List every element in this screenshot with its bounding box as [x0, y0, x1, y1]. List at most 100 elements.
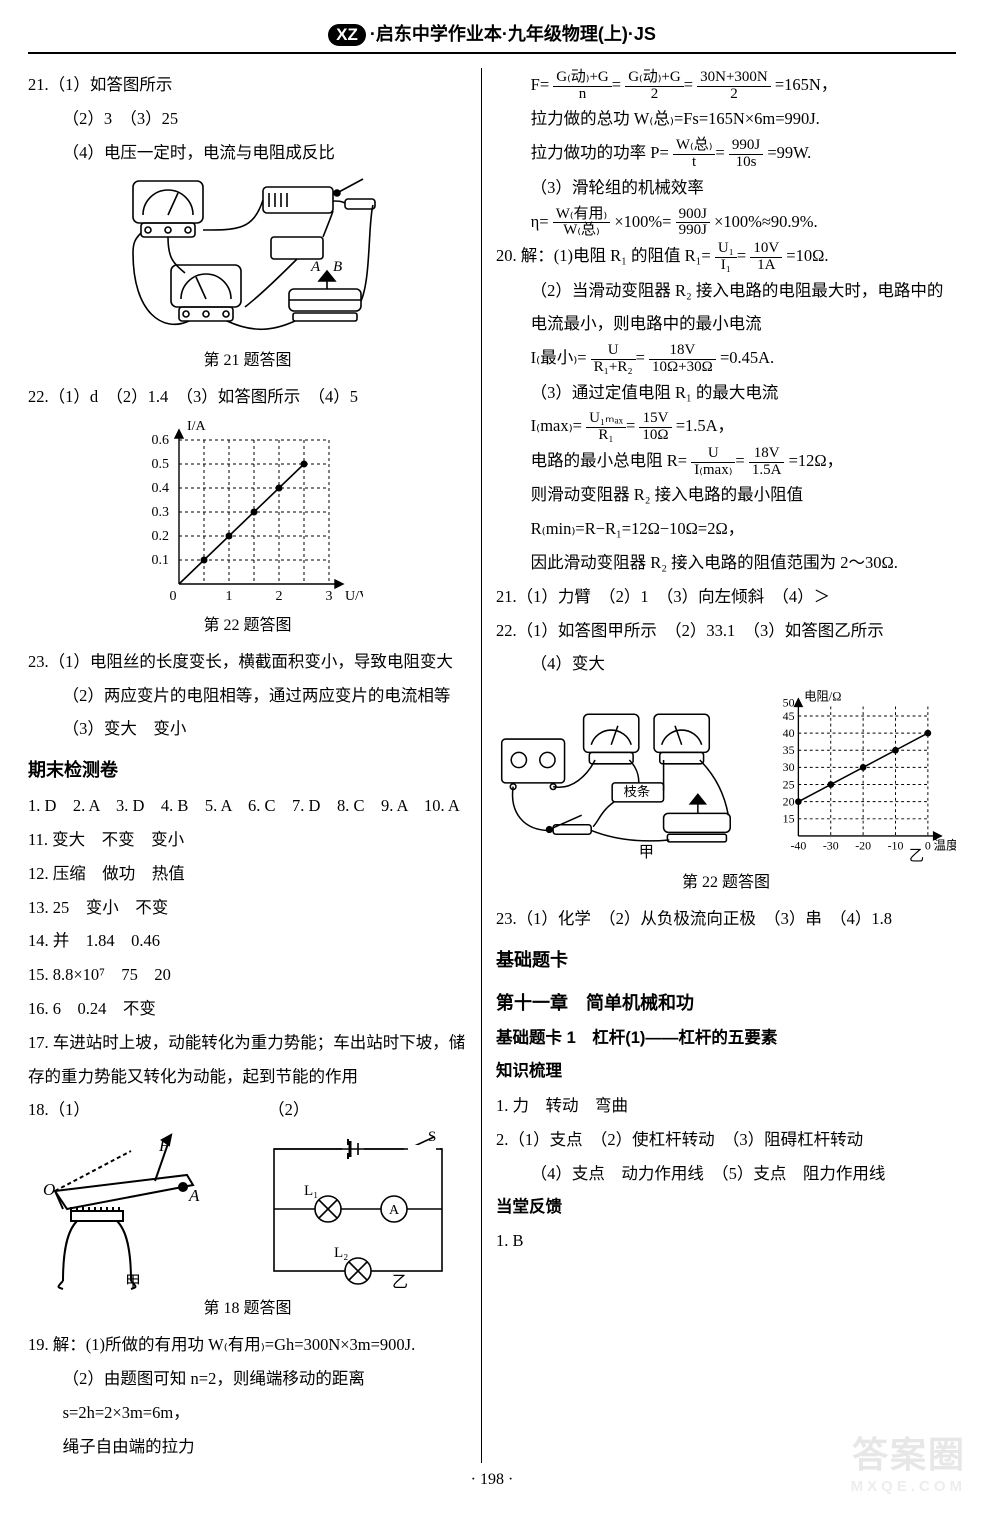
svg-text:F: F	[158, 1136, 170, 1155]
q21-line1: 21.（1）如答图所示	[28, 68, 467, 102]
a15: 15. 8.8×10⁷ 75 20	[28, 958, 467, 992]
a12: 12. 压缩 做功 热值	[28, 857, 467, 891]
zs2b: （4）支点 动力作用线 （5）支点 阻力作用线	[496, 1157, 956, 1191]
svg-text:温度/℃: 温度/℃	[933, 837, 956, 852]
a18-header: 18.（1） （2）	[28, 1093, 467, 1127]
eqF-pre: F=	[531, 75, 549, 94]
eqF-tail: =165N，	[775, 75, 837, 94]
svg-text:30: 30	[782, 760, 794, 774]
left-column: 21.（1）如答图所示 （2）3 （3）25 （4）电压一定时，电流与电阻成反比	[28, 68, 481, 1463]
r-q22-figure: 枝条 甲	[496, 685, 956, 900]
page-header: XZ·启东中学作业本·九年级物理(上)·JS	[28, 20, 956, 54]
q18-figure: F O A 甲	[28, 1131, 467, 1326]
q21-figure: A B 第 21 题答图	[28, 173, 467, 378]
svg-text:0.6: 0.6	[151, 433, 169, 448]
svg-text:35: 35	[782, 743, 794, 757]
svg-text:0.4: 0.4	[151, 481, 169, 496]
a17: 17. 车进站时上坡，动能转化为重力势能；车出站时下坡，储存的重力势能又转化为动…	[28, 1026, 467, 1094]
q21-line3: （4）电压一定时，电流与电阻成反比	[28, 136, 467, 170]
mc-answers: 1. D 2. A 3. D 4. B 5. A 6. C 7. D 8. C …	[28, 789, 467, 823]
svg-text:40: 40	[782, 726, 794, 740]
q20-l2: （2）当滑动变阻器 R₂ 接入电路的电阻最大时，电路中的电流最小，则电路中的最小…	[496, 274, 956, 342]
svg-text:-10: -10	[887, 838, 903, 852]
svg-text:B: B	[333, 259, 342, 275]
q22-caption: 第 22 题答图	[28, 610, 467, 643]
a11: 11. 变大 不变 变小	[28, 823, 467, 857]
q19-l1: 19. 解：(1)所做的有用功 W₍有用₎=Gh=300N×3m=900J.	[28, 1328, 467, 1362]
svg-text:A: A	[389, 1203, 400, 1218]
svg-text:L₂: L₂	[334, 1245, 348, 1261]
svg-text:-20: -20	[855, 838, 871, 852]
svg-text:25: 25	[782, 778, 794, 792]
svg-text:45: 45	[782, 709, 794, 723]
r-q21: 21.（1）力臂 （2）1 （3）向左倾斜 （4）＞	[496, 580, 956, 614]
q20-l5: 则滑动变阻器 R₂ 接入电路的最小阻值	[496, 478, 956, 512]
svg-text:3: 3	[325, 589, 332, 604]
q20-l6: R₍min₎=R−R₁=12Ω−10Ω=2Ω，	[496, 512, 956, 546]
r-q22-caption: 第 22 题答图	[496, 867, 956, 900]
eq-P: 拉力做功的功率 P= W₍总₎t= 990J10s =99W.	[496, 136, 956, 170]
svg-text:枝条: 枝条	[624, 783, 651, 799]
svg-text:A: A	[310, 259, 321, 275]
header-title: ·启东中学作业本·九年级物理(上)·JS	[370, 24, 656, 44]
sec-basic: 基础题卡	[496, 942, 956, 979]
svg-text:A: A	[188, 1186, 200, 1205]
q23-line2: （2）两应变片的电阻相等，通过两应变片的电流相等	[28, 679, 467, 713]
card1-title: 基础题卡 1 杠杆(1)——杠杆的五要素	[496, 1022, 956, 1056]
svg-text:1: 1	[225, 589, 232, 604]
a14: 14. 并 1.84 0.46	[28, 924, 467, 958]
exam-title: 期末检测卷	[28, 752, 467, 789]
eq-Imin: I₍最小₎= UR₁+R₂= 18V10Ω+30Ω =0.45A.	[496, 341, 956, 375]
svg-text:O: O	[43, 1180, 55, 1199]
svg-text:I/A: I/A	[187, 419, 207, 434]
svg-text:0: 0	[924, 838, 930, 852]
a13: 13. 25 变小 不变	[28, 891, 467, 925]
header-badge: XZ	[328, 24, 366, 46]
q19-l3: s=2h=2×3m=6m，	[28, 1396, 467, 1430]
r-q23: 23.（1）化学 （2）从负极流向正极 （3）串 （4）1.8	[496, 902, 956, 936]
svg-text:50: 50	[782, 696, 794, 710]
q22-line1: 22.（1）d （2）1.4 （3）如答图所示 （4）5	[28, 380, 467, 414]
svg-text:15: 15	[782, 812, 794, 826]
r-l3: （3）滑轮组的机械效率	[496, 171, 956, 205]
svg-text:20: 20	[782, 795, 794, 809]
wz: 拉力做的总功 W₍总₎=Fs=165N×6m=990J.	[496, 102, 956, 136]
q20-l3: （3）通过定值电阻 R₁ 的最大电流	[496, 376, 956, 410]
q20-h: 20. 解：(1)电阻 R₁ 的阻值 R₁= U₁I₁= 10V1A =10Ω.	[496, 239, 956, 273]
svg-text:0.3: 0.3	[151, 505, 169, 520]
svg-text:L₁: L₁	[304, 1183, 318, 1199]
zs2a: 2.（1）支点 （2）使杠杆转动 （3）阻碍杠杆转动	[496, 1123, 956, 1157]
a16: 16. 6 0.24 不变	[28, 992, 467, 1026]
eq-F: F= G₍动₎+Gn= G₍动₎+G2= 30N+300N2 =165N，	[496, 68, 956, 102]
svg-text:0.2: 0.2	[151, 529, 169, 544]
eq-eta: η= W₍有用₎W₍总₎ ×100%= 900J990J ×100%≈90.9%…	[496, 205, 956, 239]
svg-text:乙: 乙	[392, 1274, 408, 1291]
page-number: · 198 ·	[28, 1471, 956, 1489]
dt-title: 当堂反馈	[496, 1191, 956, 1225]
dt1: 1. B	[496, 1224, 956, 1258]
q22-chart: 0 1 2 3 U/V 0.1 0.2 0.3 0.4 0.5 0.6 I/A	[28, 418, 467, 643]
svg-text:甲: 甲	[125, 1274, 141, 1291]
q19-l4: 绳子自由端的拉力	[28, 1430, 467, 1464]
svg-text:2: 2	[275, 589, 282, 604]
q21-line2: （2）3 （3）25	[28, 102, 467, 136]
svg-text:乙: 乙	[908, 848, 923, 865]
svg-text:-30: -30	[822, 838, 838, 852]
zs-title: 知识梳理	[496, 1055, 956, 1089]
svg-text:-40: -40	[790, 838, 806, 852]
a18-l1: 18.（1）	[28, 1100, 90, 1119]
q23-line3: （3）变大 变小	[28, 712, 467, 746]
q19-l2: （2）由题图可知 n=2，则绳端移动的距离	[28, 1362, 467, 1396]
r-q22-l1: 22.（1）如答图甲所示 （2）33.1 （3）如答图乙所示	[496, 614, 956, 648]
q23-line1: 23.（1）电阻丝的长度变长，横截面积变小，导致电阻变大	[28, 645, 467, 679]
svg-text:0: 0	[169, 589, 176, 604]
q20-l4: 电路的最小总电阻 R= UI₍max₎= 18V1.5A =12Ω，	[496, 444, 956, 478]
q20-l7: 因此滑动变阻器 R₂ 接入电路的阻值范围为 2～30Ω.	[496, 546, 956, 580]
svg-text:甲: 甲	[639, 844, 654, 861]
zs1: 1. 力 转动 弯曲	[496, 1089, 956, 1123]
svg-text:0.5: 0.5	[151, 457, 169, 472]
r-q22-l2: （4）变大	[496, 647, 956, 681]
right-column: F= G₍动₎+Gn= G₍动₎+G2= 30N+300N2 =165N， 拉力…	[481, 68, 956, 1463]
svg-text:电阻/Ω: 电阻/Ω	[804, 690, 841, 704]
svg-text:U/V: U/V	[345, 589, 363, 604]
